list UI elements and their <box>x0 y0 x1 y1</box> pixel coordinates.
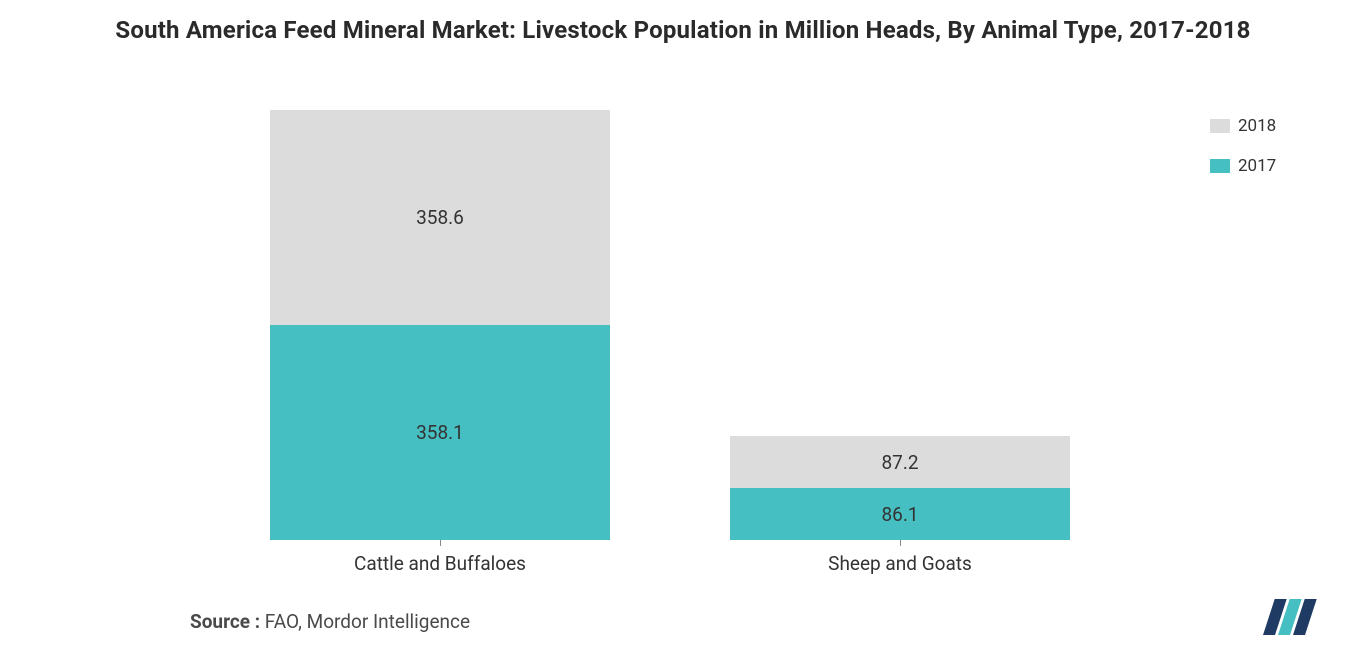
legend-swatch-icon <box>1210 119 1230 133</box>
chart-title: South America Feed Mineral Market: Lives… <box>0 0 1366 46</box>
legend-item: 2017 <box>1210 156 1330 176</box>
chart-plot-area: 358.6358.1Cattle and Buffaloes 87.286.1Sh… <box>170 110 1100 540</box>
category-label: Cattle and Buffaloes <box>270 540 610 575</box>
bar-segment: 358.1 <box>270 325 610 540</box>
bar-group: 87.286.1Sheep and Goats <box>730 436 1070 540</box>
source-text: FAO, Mordor Intelligence <box>260 610 470 633</box>
legend: 2018 2017 <box>1210 116 1330 196</box>
bar-segment: 86.1 <box>730 488 1070 540</box>
bar-segment: 87.2 <box>730 436 1070 488</box>
bar-group: 358.6358.1Cattle and Buffaloes <box>270 110 610 540</box>
legend-label: 2017 <box>1238 156 1276 176</box>
bar-stack: 87.286.1 <box>730 436 1070 540</box>
brand-logo-icon <box>1258 595 1322 635</box>
bar-stack: 358.6358.1 <box>270 110 610 540</box>
source-prefix: Source : <box>190 610 260 633</box>
category-label: Sheep and Goats <box>730 540 1070 575</box>
legend-swatch-icon <box>1210 159 1230 173</box>
bar-segment: 358.6 <box>270 110 610 325</box>
legend-item: 2018 <box>1210 116 1330 136</box>
source-line: Source : FAO, Mordor Intelligence <box>190 610 470 633</box>
legend-label: 2018 <box>1238 116 1276 136</box>
